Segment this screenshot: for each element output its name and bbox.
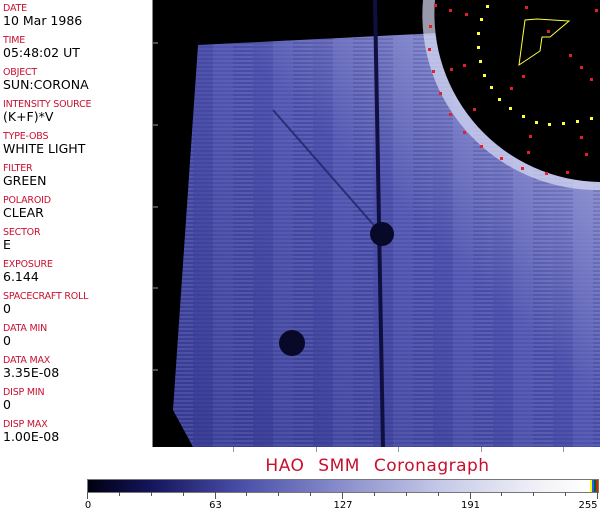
colorbar-tick	[310, 492, 312, 496]
colorbar-tick-label: 63	[209, 500, 222, 511]
metadata-label: FILTER	[3, 163, 33, 174]
dark-spot	[279, 330, 305, 356]
metadata-value: SUN:CORONA	[3, 77, 89, 92]
colorbar-tick	[501, 492, 503, 496]
metadata-value: 10 Mar 1986	[3, 13, 83, 28]
metadata-field: DATE 10 Mar 1986	[3, 3, 82, 28]
colorbar-tick	[533, 492, 535, 496]
metadata-value: GREEN	[3, 173, 47, 188]
colorbar	[87, 479, 599, 493]
metadata-field: INTENSITY SOURCE (K+F)*V	[3, 99, 92, 124]
metadata-label: DATE	[3, 3, 27, 14]
colorbar-tick	[405, 492, 407, 496]
overlay-red-dots	[428, 4, 598, 175]
metadata-field: DATA MAX 3.35E-08	[3, 355, 59, 380]
colorbar-tick	[565, 492, 567, 496]
frame-ticks	[153, 42, 158, 371]
colorbar-tick	[87, 492, 88, 499]
metadata-value: 0	[3, 397, 11, 412]
metadata-field: TIME 05:48:02 UT	[3, 35, 80, 60]
colorbar-tick	[469, 492, 471, 499]
metadata-value: WHITE LIGHT	[3, 141, 86, 156]
metadata-value: E	[3, 237, 11, 252]
colorbar-tick	[437, 492, 439, 496]
metadata-value: 05:48:02 UT	[3, 45, 80, 60]
overlay-yellow-dots	[477, 5, 593, 126]
colorbar-tick	[246, 492, 248, 496]
metadata-value: 3.35E-08	[3, 365, 60, 380]
metadata-label: INTENSITY SOURCE	[3, 99, 92, 110]
metadata-field: DATA MIN 0	[3, 323, 47, 348]
metadata-label: EXPOSURE	[3, 259, 53, 270]
colorbar-tick	[373, 492, 375, 496]
coronagraph-image	[153, 0, 600, 448]
metadata-value: (K+F)*V	[3, 109, 54, 124]
pylon-shadow	[272, 109, 379, 231]
metadata-value: 0	[3, 333, 11, 348]
metadata-label: DATA MIN	[3, 323, 47, 334]
metadata-label: TIME	[3, 35, 26, 46]
colorbar-tick	[182, 492, 184, 496]
colorbar-tick	[150, 492, 152, 496]
colorbar-tick-label: 255	[578, 500, 598, 511]
metadata-field: SECTOR E	[3, 227, 41, 252]
colorbar-tick	[118, 492, 120, 496]
metadata-field: DISP MAX 1.00E-08	[3, 419, 59, 444]
metadata-label: SPACECRAFT ROLL	[3, 291, 89, 302]
metadata-value: 1.00E-08	[3, 429, 60, 444]
colorbar-tick	[597, 492, 598, 499]
colorbar-tick-label: 127	[333, 500, 353, 511]
metadata-panel: DATE 10 Mar 1986 TIME 05:48:02 UT OBJECT S…	[0, 0, 153, 447]
colorbar-tick-label: 191	[460, 500, 481, 511]
overlay-triangle	[518, 18, 571, 67]
metadata-field: DISP MIN 0	[3, 387, 45, 412]
metadata-label: DATA MAX	[3, 355, 51, 366]
colorbar-tick-label: 0	[84, 500, 92, 511]
metadata-value: CLEAR	[3, 205, 44, 220]
colorbar-overlay-colors	[590, 480, 598, 492]
colorbar-tick	[278, 492, 280, 496]
metadata-field: FILTER GREEN	[3, 163, 47, 188]
metadata-label: DISP MIN	[3, 387, 45, 398]
metadata-field: TYPE-OBS WHITE LIGHT	[3, 131, 85, 156]
metadata-value: 0	[3, 301, 11, 316]
coronagraph-image-svg	[153, 0, 600, 448]
metadata-value: 6.144	[3, 269, 39, 284]
colorbar-tick	[214, 492, 216, 499]
metadata-field: EXPOSURE 6.144	[3, 259, 53, 284]
metadata-field: POLAROID CLEAR	[3, 195, 51, 220]
occulter-disk	[434, 0, 600, 182]
metadata-label: OBJECT	[3, 67, 38, 78]
metadata-field: OBJECT SUN:CORONA	[3, 67, 89, 92]
metadata-label: POLAROID	[3, 195, 51, 206]
metadata-label: SECTOR	[3, 227, 41, 238]
metadata-label: DISP MAX	[3, 419, 48, 430]
colorbar-tick	[342, 492, 343, 499]
bottom-ticks	[0, 447, 600, 457]
metadata-field: SPACECRAFT ROLL 0	[3, 291, 88, 316]
metadata-label: TYPE-OBS	[3, 131, 49, 142]
instrument-title: HAO SMM Coronagraph	[265, 456, 490, 476]
dark-spot	[370, 222, 394, 246]
